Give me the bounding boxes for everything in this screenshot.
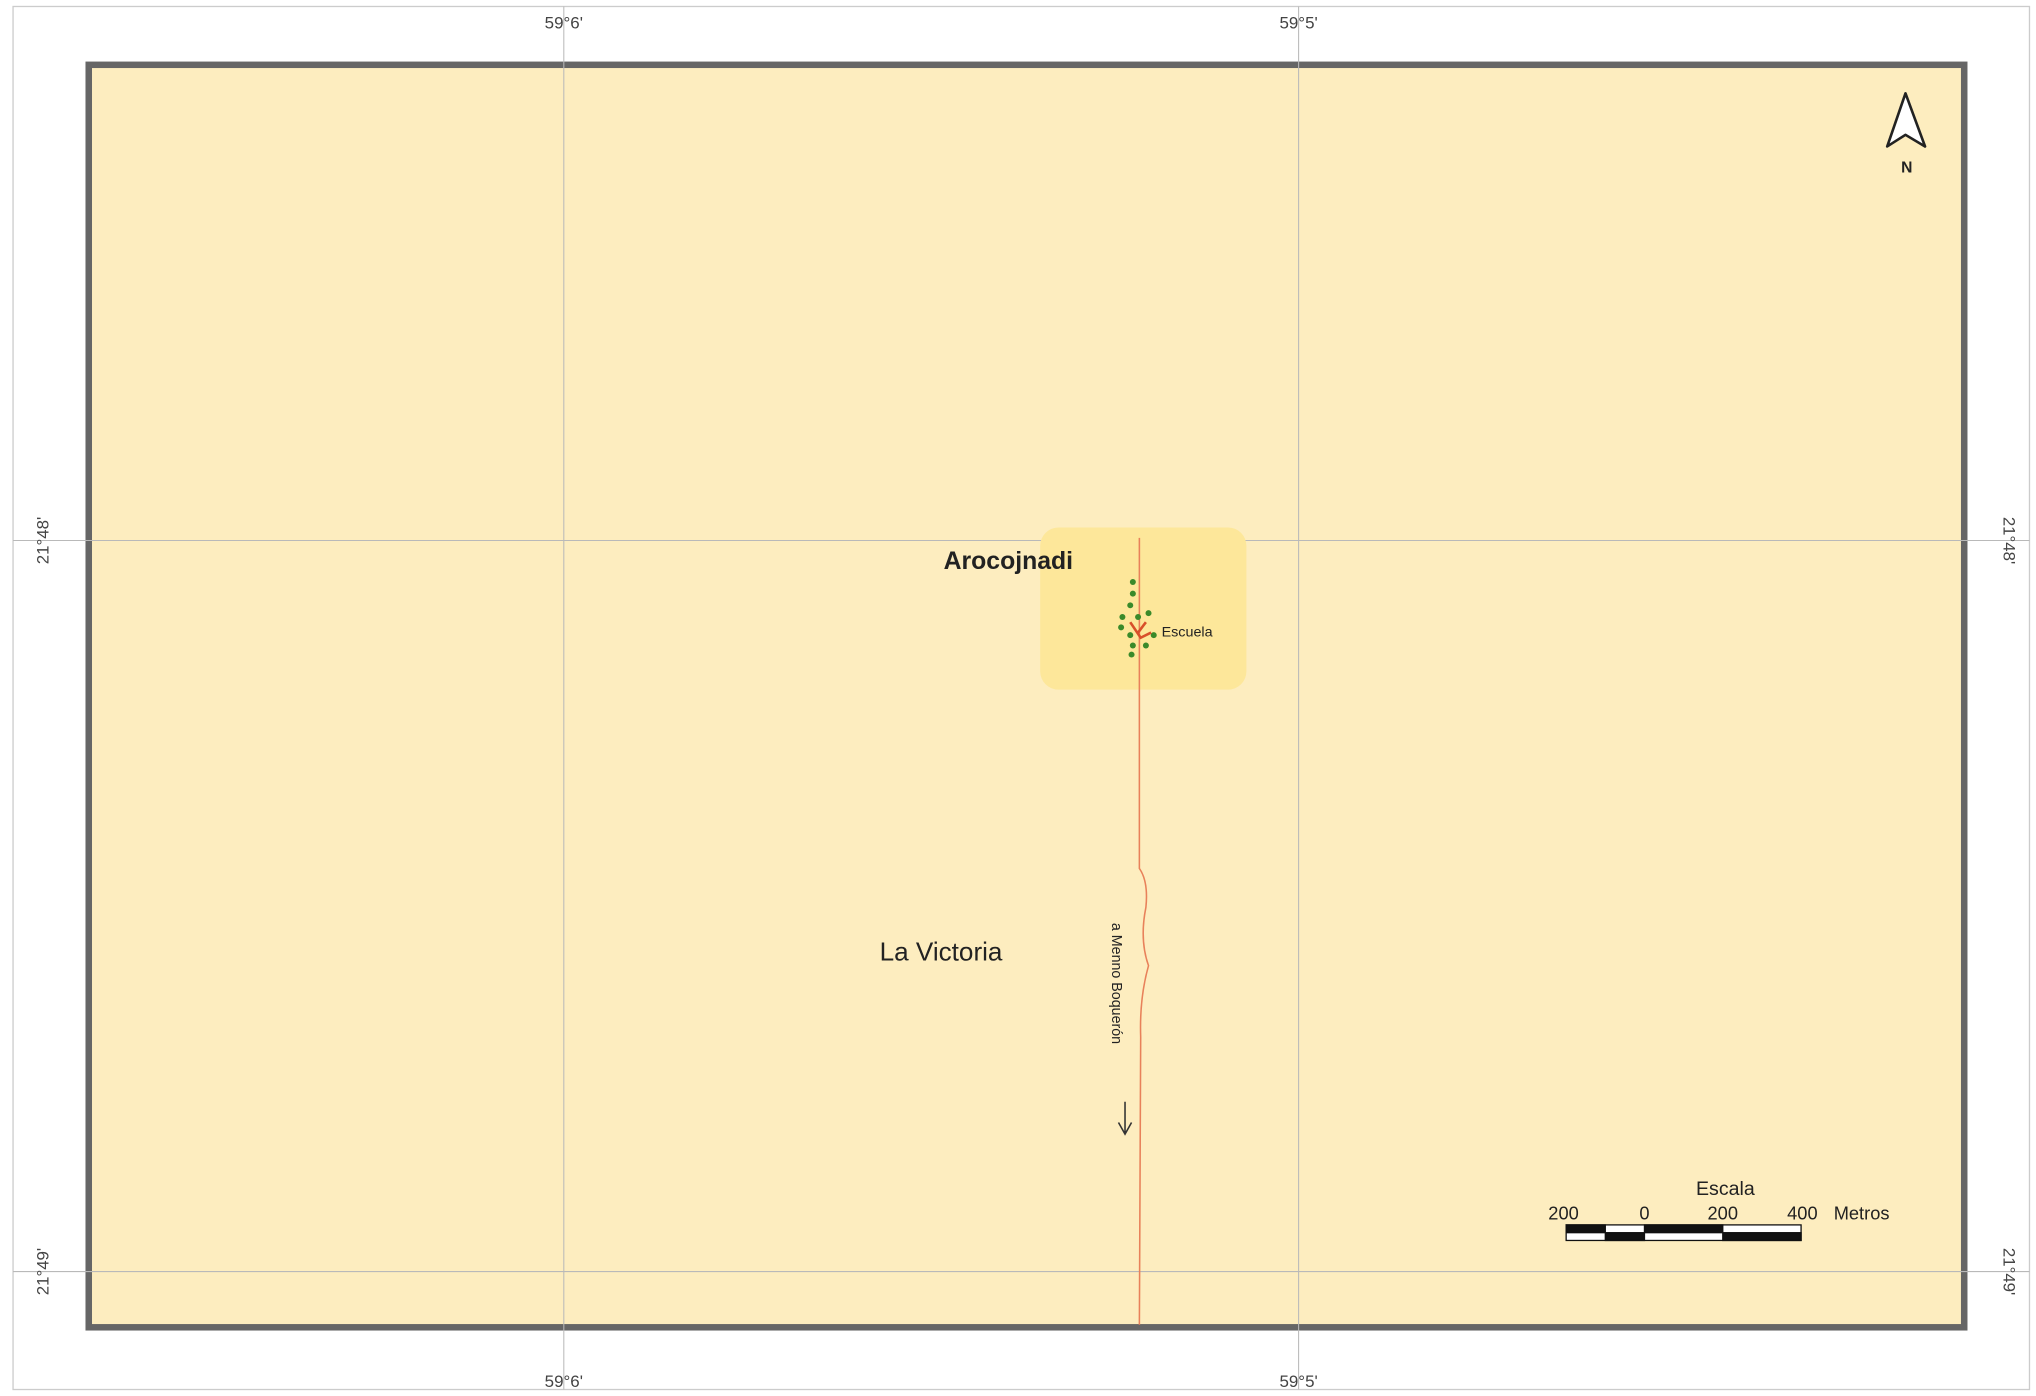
road-label: a Menno Boquerón: [1108, 923, 1124, 1044]
school-label: Escuela: [1162, 624, 1213, 640]
graticule: [13, 6, 2030, 1390]
community-area: [1040, 527, 1247, 690]
community-label: Arocojnadi: [944, 548, 1073, 575]
lat-label: 21°49': [1999, 1248, 2018, 1295]
north-arrow: [1885, 92, 1927, 148]
map-frame: [85, 61, 1968, 1331]
scale-tick: 200: [1708, 1204, 1738, 1224]
road-arrow: [1117, 1101, 1133, 1136]
lon-label: 59°6': [545, 1372, 583, 1391]
lon-label: 59°6': [545, 14, 583, 33]
lat-label: 21°49': [33, 1248, 52, 1295]
scale-title: Escala: [1696, 1178, 1755, 1200]
scale-bar: [1565, 1224, 1802, 1242]
school-mark: [1129, 621, 1152, 640]
locality-label: La Victoria: [880, 937, 1003, 967]
north-label: N: [1901, 159, 1912, 176]
lon-label: 59°5': [1279, 14, 1317, 33]
scale-tick: 0: [1639, 1204, 1649, 1224]
lat-label: 21°48': [33, 517, 52, 564]
road: [1138, 537, 1150, 1325]
lon-label: 59°5': [1279, 1372, 1317, 1391]
scale-tick: 200: [1548, 1204, 1578, 1224]
scale-tick: 400: [1787, 1204, 1817, 1224]
lat-label: 21°48': [1999, 517, 2018, 564]
houses: [1118, 579, 1157, 658]
scale-unit: Metros: [1834, 1204, 1890, 1224]
